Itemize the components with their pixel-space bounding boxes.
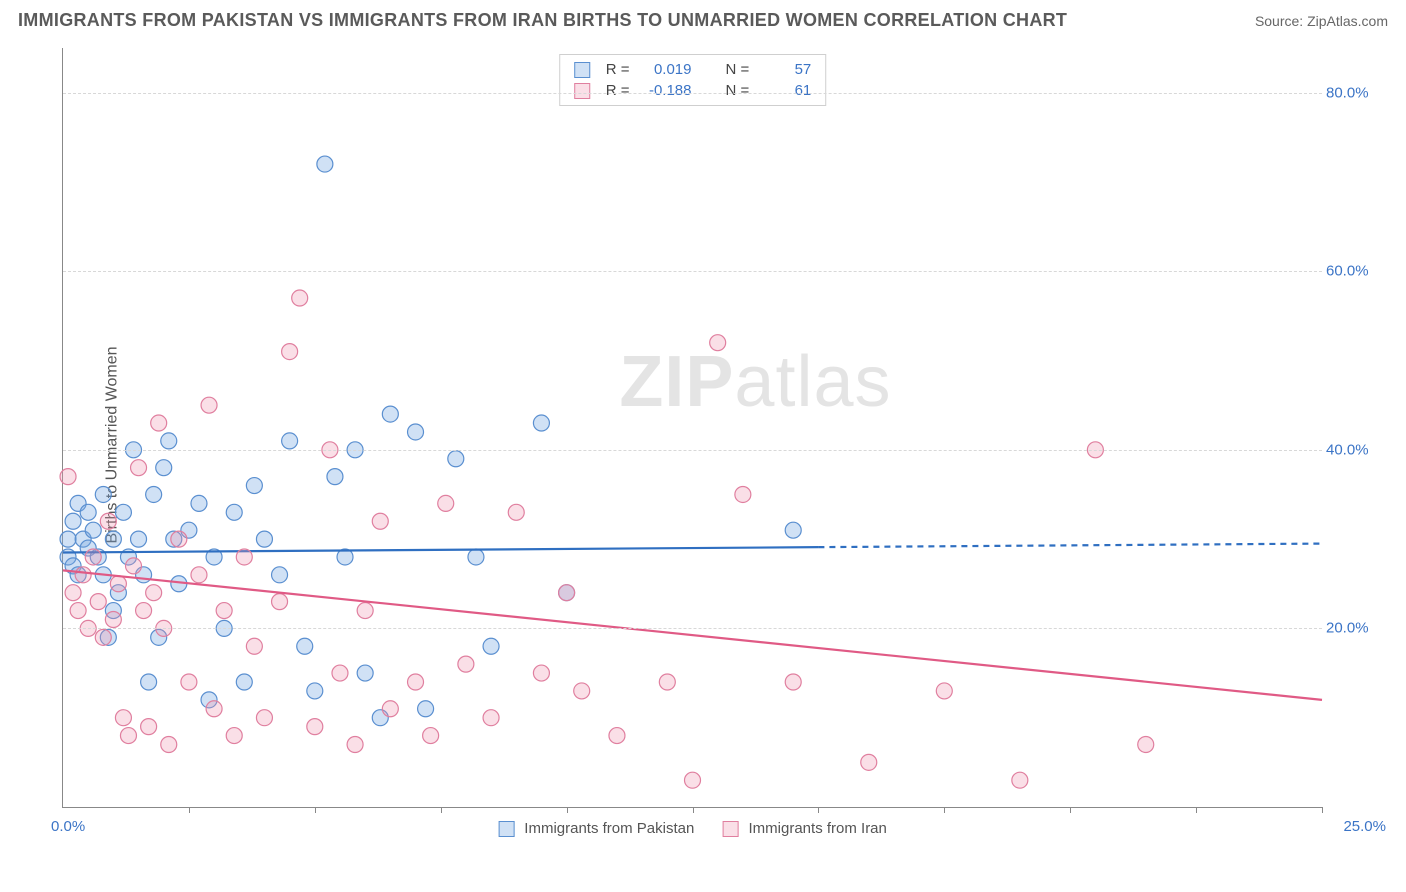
x-last-tick-label: 25.0% bbox=[1343, 818, 1386, 835]
r-label: R = bbox=[606, 82, 630, 99]
source-attribution: Source: ZipAtlas.com bbox=[1255, 13, 1388, 29]
r-label: R = bbox=[606, 61, 630, 78]
plot-area: ZIPatlas R = 0.019 N = 57 R = -0.188 N =… bbox=[62, 48, 1322, 808]
stats-legend: R = 0.019 N = 57 R = -0.188 N = 61 bbox=[559, 54, 827, 106]
chart-title: IMMIGRANTS FROM PAKISTAN VS IMMIGRANTS F… bbox=[18, 10, 1067, 31]
stats-row-2: R = -0.188 N = 61 bbox=[574, 80, 812, 101]
n-label: N = bbox=[726, 61, 750, 78]
swatch-series-1-footer bbox=[498, 821, 514, 837]
y-tick-label: 20.0% bbox=[1326, 620, 1382, 637]
series-2-label: Immigrants from Iran bbox=[749, 820, 887, 837]
swatch-series-2 bbox=[574, 83, 590, 99]
header: IMMIGRANTS FROM PAKISTAN VS IMMIGRANTS F… bbox=[0, 0, 1406, 37]
swatch-series-1 bbox=[574, 62, 590, 78]
r-value-2: -0.188 bbox=[640, 82, 692, 99]
footer-item-1: Immigrants from Pakistan bbox=[498, 820, 694, 837]
y-tick-label: 80.0% bbox=[1326, 84, 1382, 101]
n-value-1: 57 bbox=[759, 61, 811, 78]
scatter-svg bbox=[63, 48, 1322, 807]
series-1-label: Immigrants from Pakistan bbox=[524, 820, 694, 837]
footer-item-2: Immigrants from Iran bbox=[722, 820, 887, 837]
stats-row-1: R = 0.019 N = 57 bbox=[574, 59, 812, 80]
r-value-1: 0.019 bbox=[640, 61, 692, 78]
x-first-tick-label: 0.0% bbox=[51, 818, 85, 835]
y-tick-label: 60.0% bbox=[1326, 263, 1382, 280]
chart-container: Births to Unmarried Women ZIPatlas R = 0… bbox=[18, 40, 1388, 850]
y-tick-label: 40.0% bbox=[1326, 441, 1382, 458]
n-value-2: 61 bbox=[759, 82, 811, 99]
footer-legend: Immigrants from Pakistan Immigrants from… bbox=[498, 820, 887, 837]
swatch-series-2-footer bbox=[722, 821, 738, 837]
n-label: N = bbox=[726, 82, 750, 99]
